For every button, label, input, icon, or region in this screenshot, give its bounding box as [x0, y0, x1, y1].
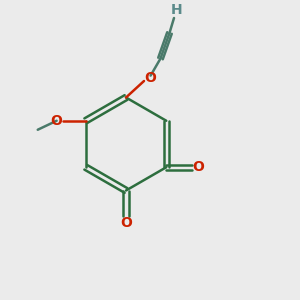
Text: O: O — [120, 216, 132, 230]
Text: O: O — [51, 114, 63, 128]
Text: O: O — [192, 160, 204, 174]
Text: H: H — [171, 3, 183, 16]
Text: O: O — [145, 71, 157, 85]
